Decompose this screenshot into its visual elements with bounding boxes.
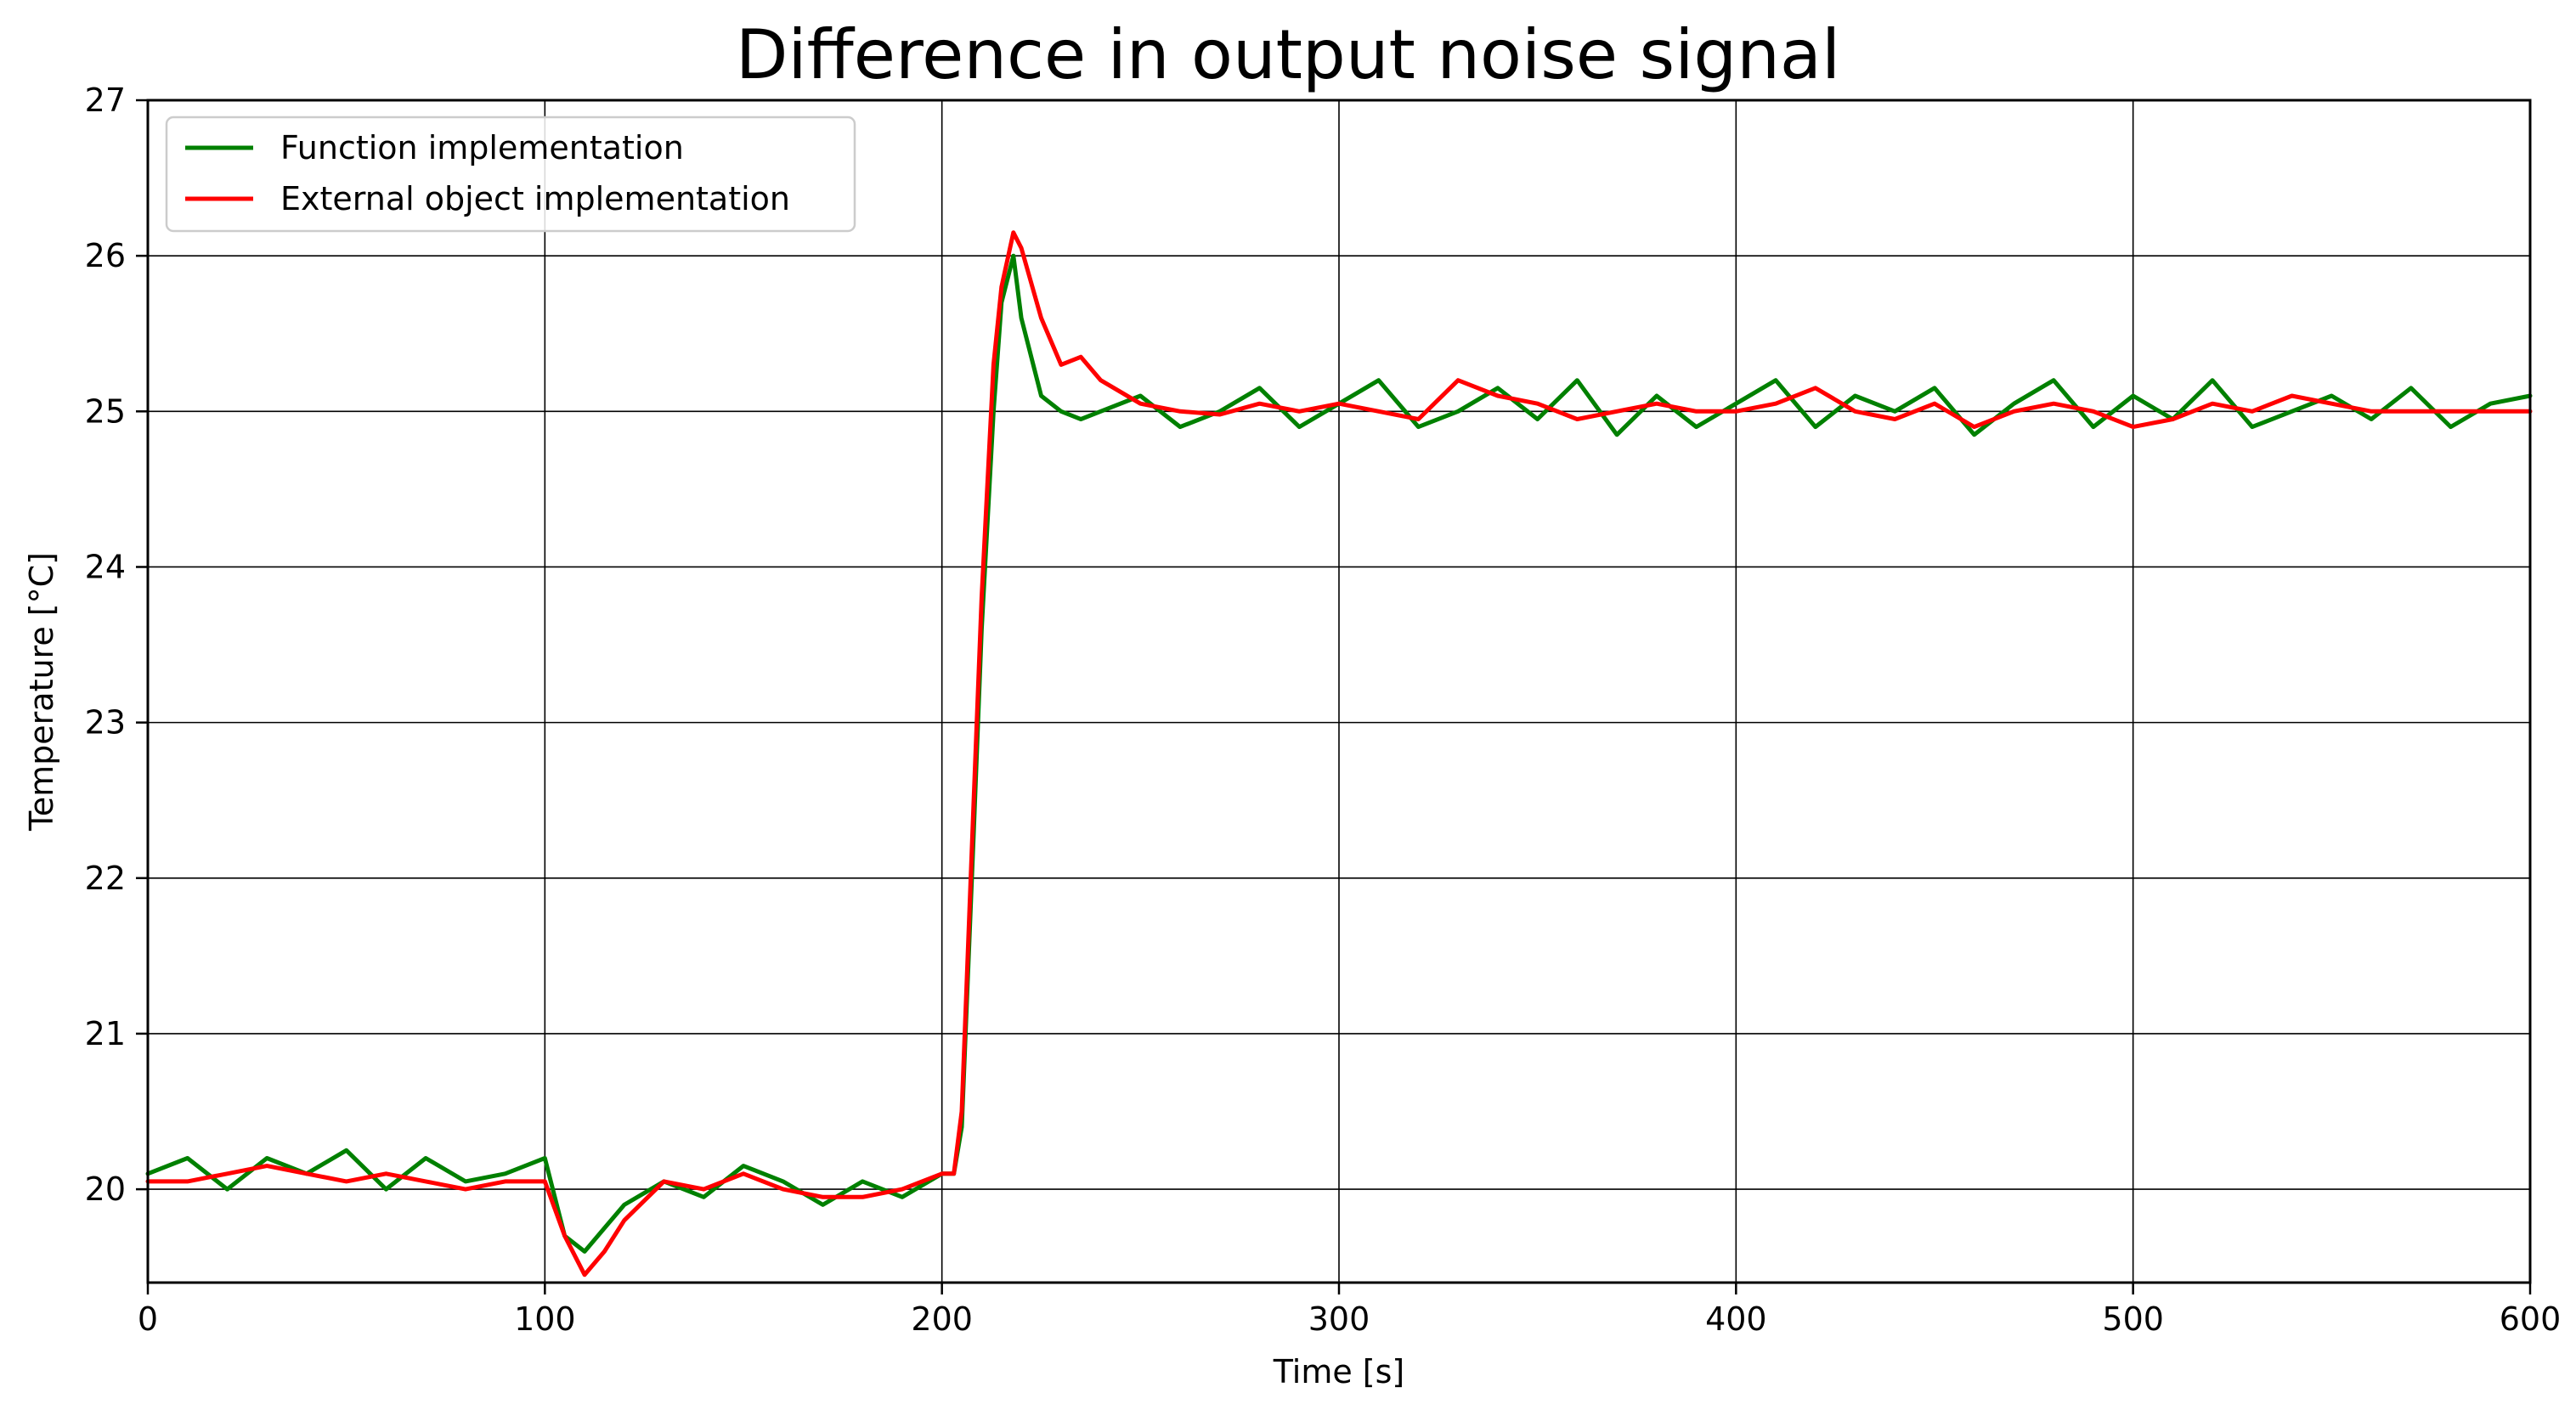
series-layer xyxy=(145,230,2533,1277)
x-tick-label: 100 xyxy=(514,1300,576,1338)
x-tick-label: 200 xyxy=(911,1300,973,1338)
y-tick-label: 20 xyxy=(85,1170,126,1208)
y-tick-label: 21 xyxy=(85,1015,126,1052)
axis-ticks: 0 100 200 300 400 500 600 20 21 22 23 24 25 26 27 xyxy=(85,82,2562,1338)
legend-box xyxy=(165,116,856,233)
x-tick-label: 500 xyxy=(2102,1300,2164,1338)
x-tick-label: 0 xyxy=(138,1300,158,1338)
x-axis-label: Time [s] xyxy=(1273,1353,1405,1390)
x-tick-label: 600 xyxy=(2500,1300,2562,1338)
series-line-1 xyxy=(145,253,2533,1254)
y-tick-label: 22 xyxy=(85,860,126,897)
legend: Function implementation External object i… xyxy=(165,116,856,233)
legend-label: Function implementation xyxy=(280,129,684,166)
grid xyxy=(147,99,2531,1283)
chart-title: Difference in output noise signal xyxy=(735,15,1841,94)
y-tick-label: 27 xyxy=(85,82,126,119)
y-tick-label: 24 xyxy=(85,548,126,585)
y-tick-label: 23 xyxy=(85,704,126,742)
y-tick-label: 25 xyxy=(85,392,126,430)
x-tick-label: 300 xyxy=(1308,1300,1370,1338)
y-axis-label: Temperature [°C] xyxy=(23,552,60,832)
series-line-2 xyxy=(145,230,2533,1277)
legend-label: External object implementation xyxy=(280,180,790,217)
y-tick-label: 26 xyxy=(85,237,126,274)
x-tick-label: 400 xyxy=(1705,1300,1767,1338)
